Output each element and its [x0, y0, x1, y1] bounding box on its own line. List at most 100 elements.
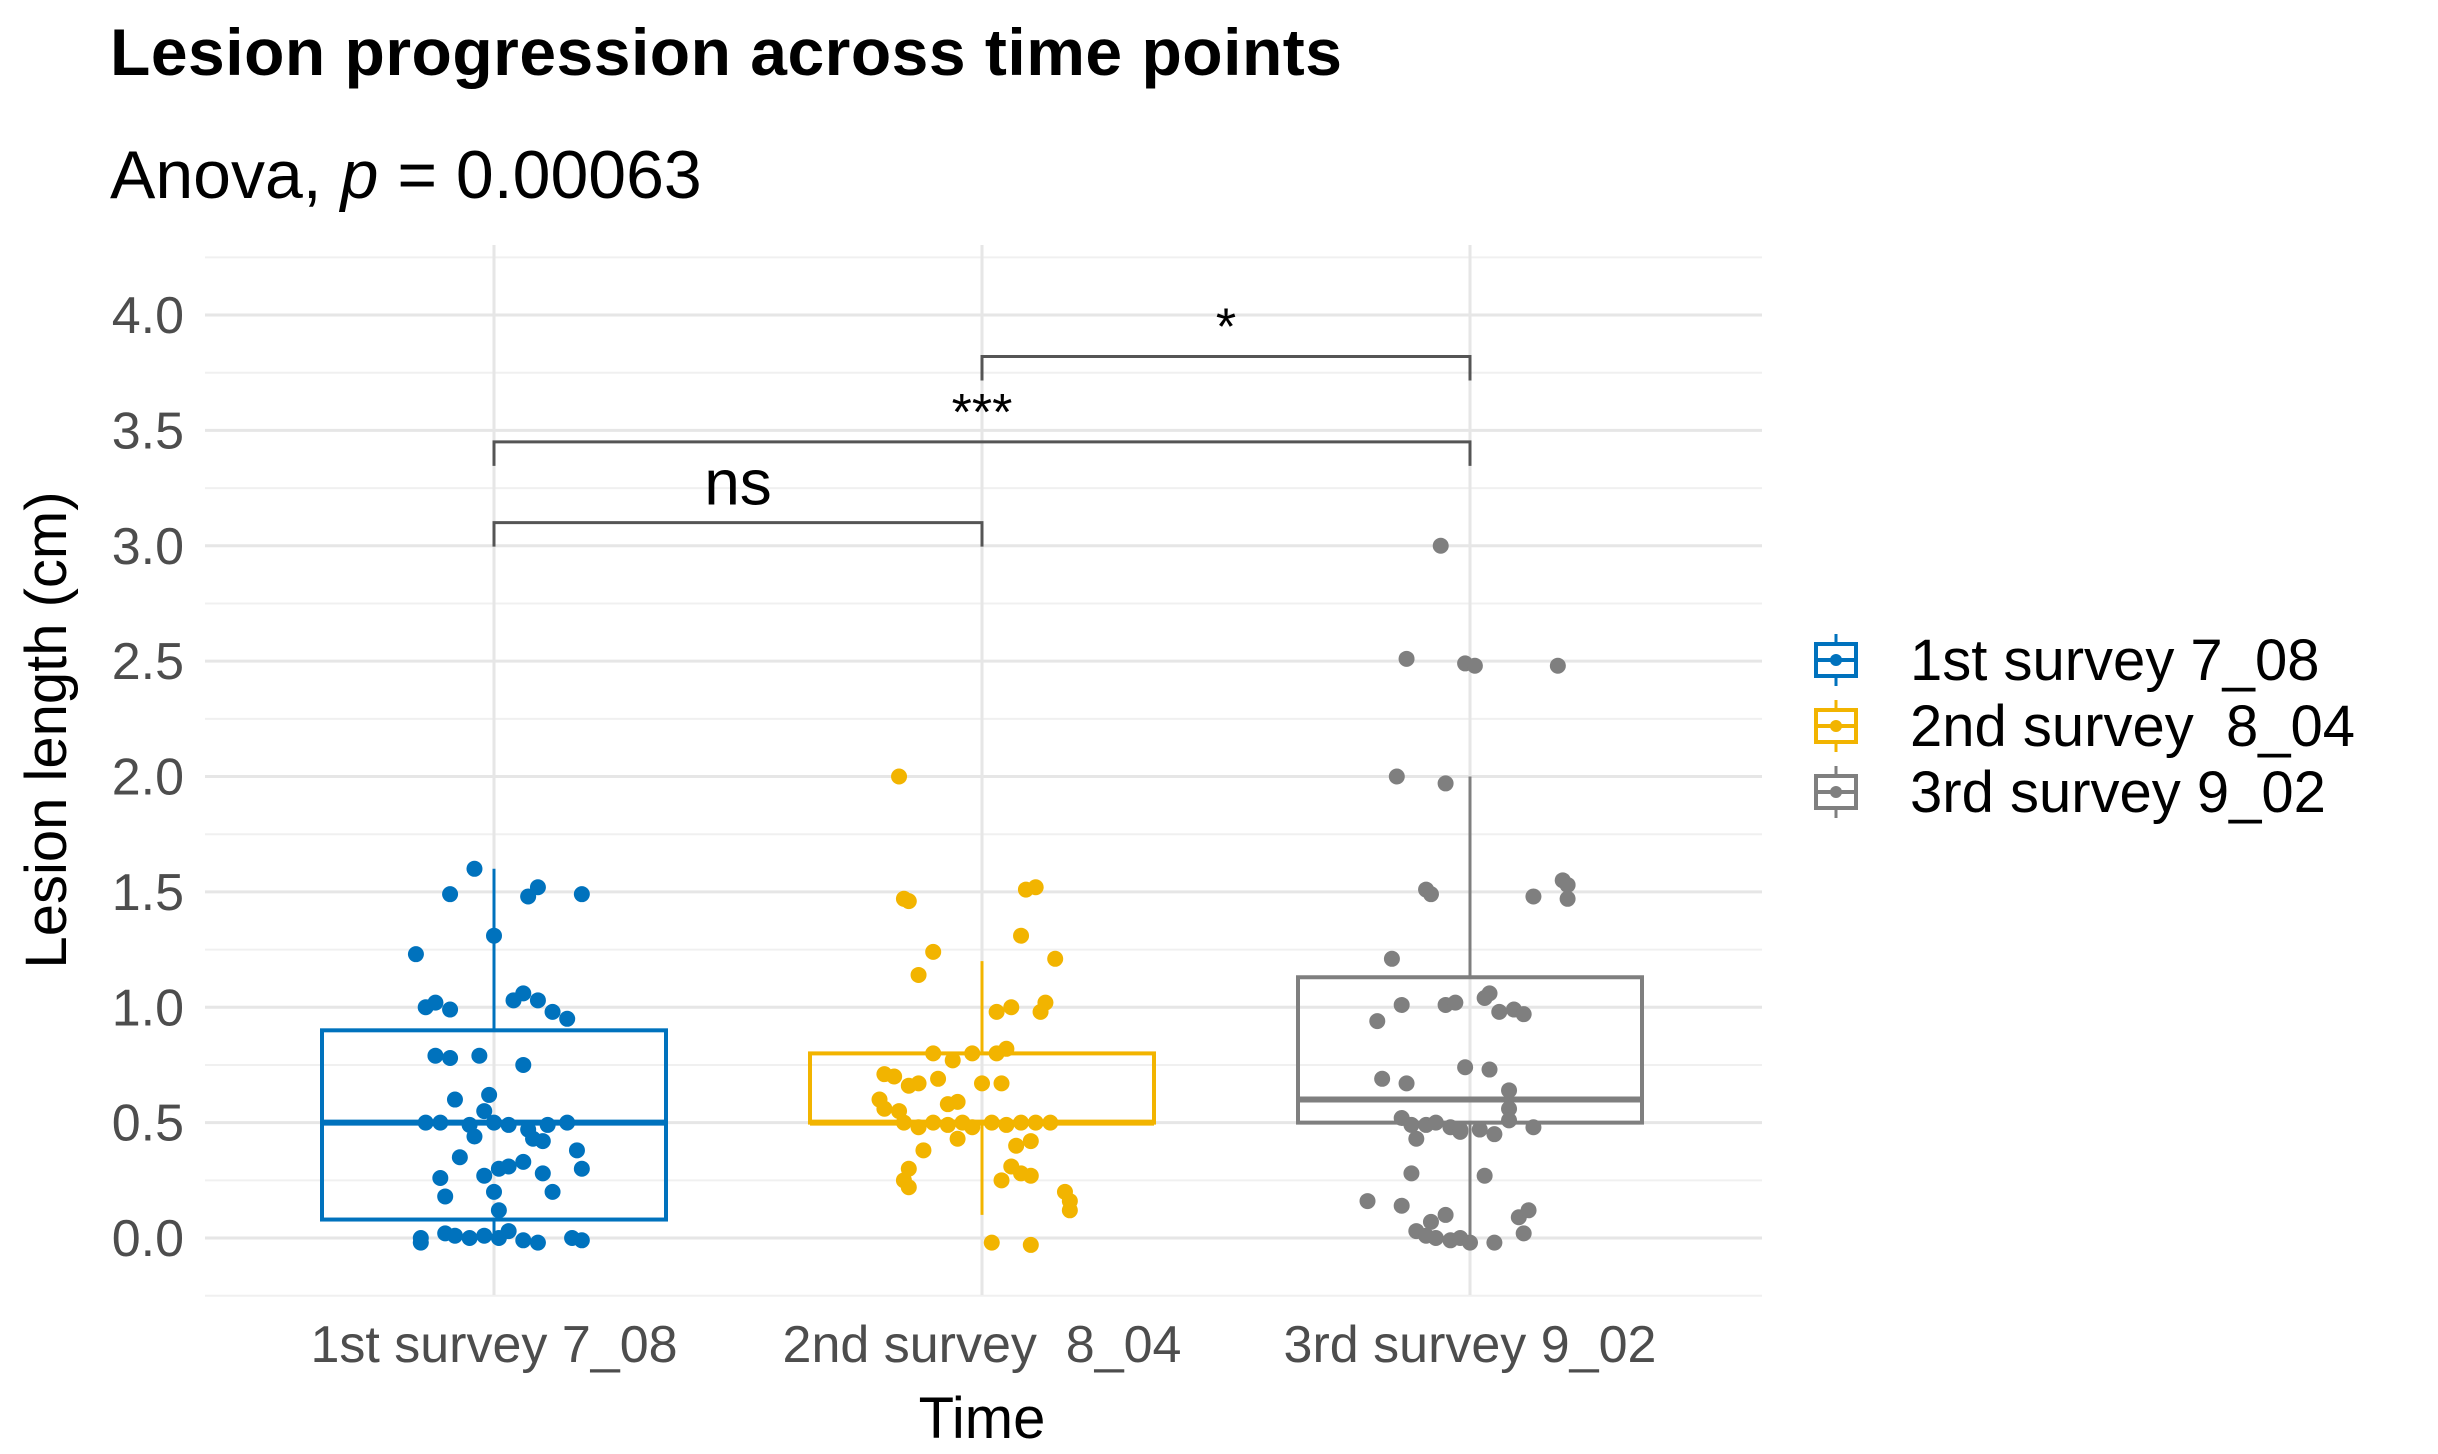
- data-point: [1486, 1126, 1503, 1143]
- data-point: [1549, 657, 1566, 674]
- data-point: [1022, 1133, 1039, 1150]
- subtitle-p-symbol: p: [340, 137, 379, 213]
- data-point: [1422, 886, 1439, 903]
- data-point: [529, 992, 546, 1009]
- data-point: [1408, 1130, 1425, 1147]
- data-point: [451, 1149, 468, 1166]
- data-point: [476, 1167, 493, 1184]
- data-point: [476, 1227, 493, 1244]
- data-point: [1403, 1165, 1420, 1182]
- y-tick-label: 2.0: [112, 749, 184, 807]
- data-point: [939, 1116, 956, 1133]
- data-point: [432, 1114, 449, 1131]
- data-point: [900, 1179, 917, 1196]
- data-point: [466, 860, 483, 877]
- data-point: [910, 1119, 927, 1136]
- data-point: [1432, 537, 1449, 554]
- data-point: [534, 1165, 551, 1182]
- data-point: [481, 1086, 498, 1103]
- y-tick-label: 2.5: [112, 633, 184, 691]
- data-point: [412, 1234, 429, 1251]
- data-point: [1042, 1114, 1059, 1131]
- data-point: [559, 1114, 576, 1131]
- data-point: [886, 1068, 903, 1085]
- data-point: [500, 1223, 517, 1240]
- data-point: [486, 1114, 502, 1131]
- data-point: [1457, 1059, 1474, 1076]
- data-point: [442, 886, 459, 903]
- data-point: [915, 1142, 932, 1159]
- data-point: [900, 893, 917, 910]
- data-point: [925, 943, 942, 960]
- data-point: [1427, 1230, 1444, 1246]
- data-point: [544, 1003, 561, 1020]
- data-point: [417, 1114, 434, 1131]
- legend-key-dot: [1830, 654, 1842, 666]
- subtitle-p-value: = 0.00063: [378, 137, 702, 213]
- data-point: [1520, 1202, 1537, 1219]
- data-point: [1447, 994, 1464, 1011]
- data-point: [539, 1116, 556, 1133]
- data-point: [1047, 950, 1064, 967]
- data-point: [1022, 1167, 1039, 1184]
- data-point: [1437, 1206, 1454, 1223]
- x-axis-label: Time: [919, 1386, 1046, 1451]
- legend-item: 2nd survey 8_04: [1814, 694, 2355, 759]
- data-point: [1374, 1070, 1391, 1087]
- data-point: [573, 886, 590, 903]
- data-point: [944, 1052, 961, 1069]
- data-point: [993, 1075, 1010, 1092]
- data-point: [925, 1045, 942, 1062]
- chart-title: Lesion progression across time points: [110, 15, 1343, 89]
- data-point: [925, 1114, 942, 1131]
- data-point: [974, 1075, 990, 1092]
- y-tick-label: 0.0: [112, 1210, 184, 1268]
- data-point: [559, 1010, 576, 1027]
- data-point: [1003, 999, 1020, 1016]
- data-point: [1486, 1234, 1503, 1251]
- data-point: [1481, 985, 1498, 1002]
- data-point: [1515, 1225, 1532, 1242]
- y-tick-label: 1.5: [112, 864, 184, 922]
- data-point: [1481, 1061, 1498, 1078]
- y-tick-label: 3.0: [112, 518, 184, 576]
- box-2: [808, 961, 1156, 1215]
- data-point: [500, 1158, 517, 1175]
- data-point: [1008, 1137, 1025, 1154]
- data-point: [998, 1116, 1015, 1133]
- data-point: [1422, 1213, 1439, 1230]
- data-point: [1388, 768, 1405, 785]
- x-tick-label: 2nd survey 8_04: [783, 1316, 1182, 1374]
- data-point: [1393, 1197, 1410, 1214]
- data-point: [1013, 1114, 1030, 1131]
- data-point: [476, 1103, 493, 1120]
- significance-brackets: ns****: [492, 299, 1472, 547]
- data-point: [1032, 1003, 1049, 1020]
- data-point: [930, 1070, 947, 1087]
- data-point: [515, 1056, 532, 1073]
- data-point: [983, 1114, 1000, 1131]
- data-point: [490, 1202, 507, 1219]
- legend-key-dot: [1830, 786, 1842, 798]
- data-point: [1393, 996, 1410, 1013]
- data-point: [1559, 876, 1576, 893]
- comparison-label: ns: [704, 447, 772, 519]
- comparison-bracket: [980, 355, 1472, 381]
- data-point: [895, 1114, 912, 1131]
- x-tick-label: 3rd survey 9_02: [1284, 1316, 1657, 1374]
- data-point: [1061, 1202, 1078, 1219]
- data-point: [568, 1142, 585, 1159]
- comparison-bracket: [492, 521, 984, 547]
- data-point: [1013, 927, 1030, 944]
- data-point: [1437, 775, 1454, 792]
- data-point: [446, 1227, 463, 1244]
- data-point: [949, 1093, 966, 1110]
- data-point: [964, 1045, 981, 1062]
- data-point: [1383, 950, 1400, 967]
- data-point: [442, 1050, 459, 1067]
- data-point: [1559, 890, 1576, 907]
- box-iqr: [1296, 975, 1644, 1125]
- data-point: [471, 1047, 488, 1064]
